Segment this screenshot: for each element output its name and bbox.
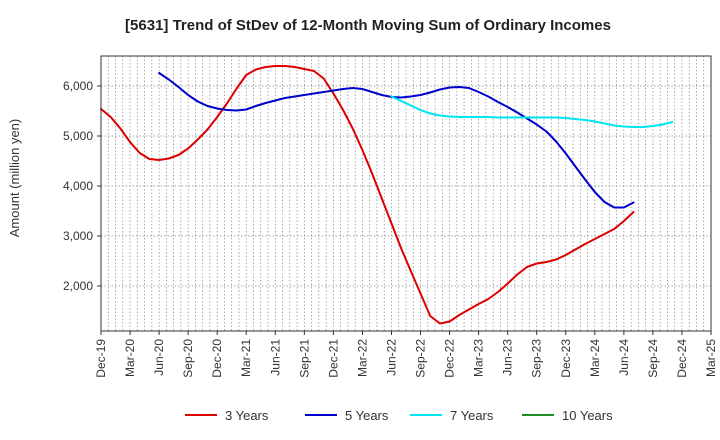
x-tick-label-3: Sep-20: [181, 339, 195, 378]
legend-label-7-years: 7 Years: [450, 408, 494, 423]
series-line-5-years: [158, 72, 635, 209]
series-line-3-years: [100, 65, 635, 325]
x-tick-label-9: Mar-22: [355, 339, 369, 377]
x-tick-label-7: Sep-21: [297, 339, 311, 378]
y-tick-label-3: 5,000: [63, 129, 93, 143]
x-tick-label-12: Dec-22: [443, 339, 457, 378]
x-tick-label-17: Mar-24: [588, 339, 602, 377]
x-axis-ticks: Dec-19 Mar-20 Jun-20 Sep-20 Dec-20 Mar-21 Jun-…: [94, 331, 718, 378]
plot-frame: [100, 55, 712, 332]
x-tick-label-16: Dec-23: [559, 339, 573, 378]
x-tick-label-6: Jun-21: [268, 339, 282, 376]
x-tick-label-18: Jun-24: [617, 339, 631, 376]
y-tick-label-0: 2,000: [63, 279, 93, 293]
x-tick-label-10: Jun-22: [384, 339, 398, 376]
x-tick-label-8: Dec-21: [326, 339, 340, 378]
y-tick-label-1: 3,000: [63, 229, 93, 243]
legend-label-3-years: 3 Years: [225, 408, 269, 423]
x-tick-label-5: Mar-21: [239, 339, 253, 377]
x-tick-label-15: Sep-23: [530, 339, 544, 378]
x-tick-label-21: Mar-25: [704, 339, 718, 377]
series-line-7-years: [390, 95, 674, 128]
grid: [101, 56, 711, 331]
x-tick-label-0: Dec-19: [94, 339, 108, 378]
x-tick-label-14: Jun-23: [501, 339, 515, 376]
x-tick-label-1: Mar-20: [123, 339, 137, 377]
chart-title: [5631] Trend of StDev of 12-Month Moving…: [125, 17, 611, 34]
y-axis-label: Amount (million yen): [7, 119, 22, 238]
x-tick-label-2: Jun-20: [152, 339, 166, 376]
y-tick-label-2: 4,000: [63, 179, 93, 193]
x-tick-label-20: Dec-24: [675, 339, 689, 378]
y-tick-label-4: 6,000: [63, 79, 93, 93]
x-tick-label-11: Sep-22: [414, 339, 428, 378]
y-axis-ticks: 2,000 3,000 4,000 5,000 6,000: [63, 79, 101, 293]
legend-label-5-years: 5 Years: [345, 408, 389, 423]
x-tick-label-13: Mar-23: [472, 339, 486, 377]
x-tick-label-4: Dec-20: [210, 339, 224, 378]
legend-label-10-years: 10 Years: [562, 408, 613, 423]
series-lines: [100, 65, 674, 325]
legend: 3 Years 5 Years 7 Years 10 Years: [185, 408, 613, 423]
x-tick-label-19: Sep-24: [646, 339, 660, 378]
